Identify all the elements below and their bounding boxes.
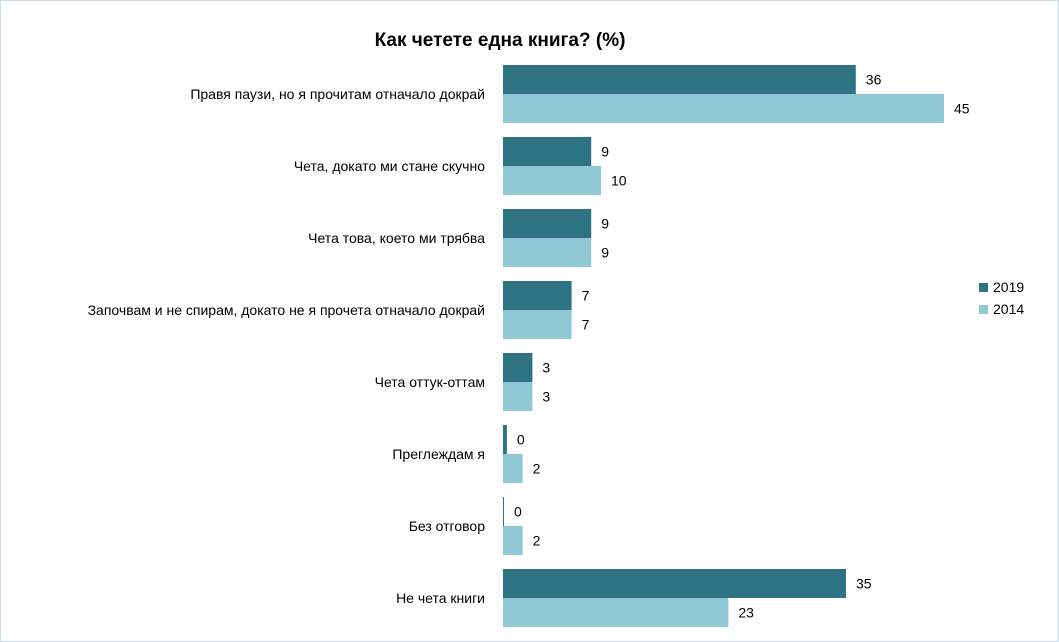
data-label-2019-7: 35 — [856, 576, 872, 592]
data-label-2019-6: 0 — [514, 504, 522, 520]
data-label-2014-4: 3 — [542, 389, 550, 405]
legend-swatch-2014 — [979, 304, 988, 314]
bar-2014-6 — [503, 526, 523, 555]
legend-item-2014: 2014 — [979, 298, 1024, 320]
data-label-2014-0: 45 — [954, 101, 970, 117]
category-label: Без отговор — [408, 518, 485, 534]
bar-2014-3 — [503, 310, 572, 339]
category-label: Чета оттук-оттам — [374, 374, 485, 390]
bar-2014-2 — [503, 238, 592, 267]
bar-2019-2 — [503, 209, 592, 238]
data-label-2014-5: 2 — [533, 461, 541, 477]
data-label-2019-2: 9 — [601, 216, 609, 232]
legend-swatch-2019 — [979, 282, 988, 292]
category-label: Чета, докато ми стане скучно — [293, 158, 485, 174]
data-label-2014-2: 9 — [601, 245, 609, 261]
legend-item-2019: 2019 — [979, 276, 1024, 298]
bar-2019-5 — [503, 425, 507, 454]
legend: 2019 2014 — [979, 276, 1024, 320]
legend-label-2014: 2014 — [993, 301, 1025, 317]
category-label: Правя паузи, но я прочитам отначало докр… — [190, 86, 485, 102]
data-label-2014-3: 7 — [582, 317, 590, 333]
bar-2014-7 — [503, 598, 729, 627]
data-label-2019-4: 3 — [542, 360, 550, 376]
data-label-2019-1: 9 — [601, 144, 609, 160]
bar-2019-3 — [503, 281, 572, 310]
category-label: Чета това, което ми трябва — [308, 230, 485, 246]
data-label-2014-6: 2 — [533, 533, 541, 549]
bar-2014-0 — [503, 94, 944, 123]
bar-2019-1 — [503, 137, 592, 166]
bar-2014-5 — [503, 454, 523, 483]
legend-label-2019: 2019 — [993, 279, 1025, 295]
data-label-2019-0: 36 — [866, 72, 882, 88]
category-label: Не чета книги — [396, 590, 485, 606]
bar-2019-6 — [503, 497, 504, 526]
data-label-2014-7: 23 — [738, 605, 754, 621]
data-label-2019-3: 7 — [582, 288, 590, 304]
chart-title: Как четете една книга? (%) — [374, 30, 626, 51]
category-label: Преглеждам я — [392, 446, 485, 462]
bar-2019-0 — [503, 65, 856, 94]
data-label-2014-1: 10 — [611, 173, 627, 189]
category-label: Започвам и не спирам, докато не я прочет… — [87, 302, 485, 318]
bar-2014-4 — [503, 382, 533, 411]
bar-2019-4 — [503, 353, 533, 382]
bar-2019-7 — [503, 569, 846, 598]
data-label-2019-5: 0 — [517, 432, 525, 448]
bar-2014-1 — [503, 166, 601, 195]
